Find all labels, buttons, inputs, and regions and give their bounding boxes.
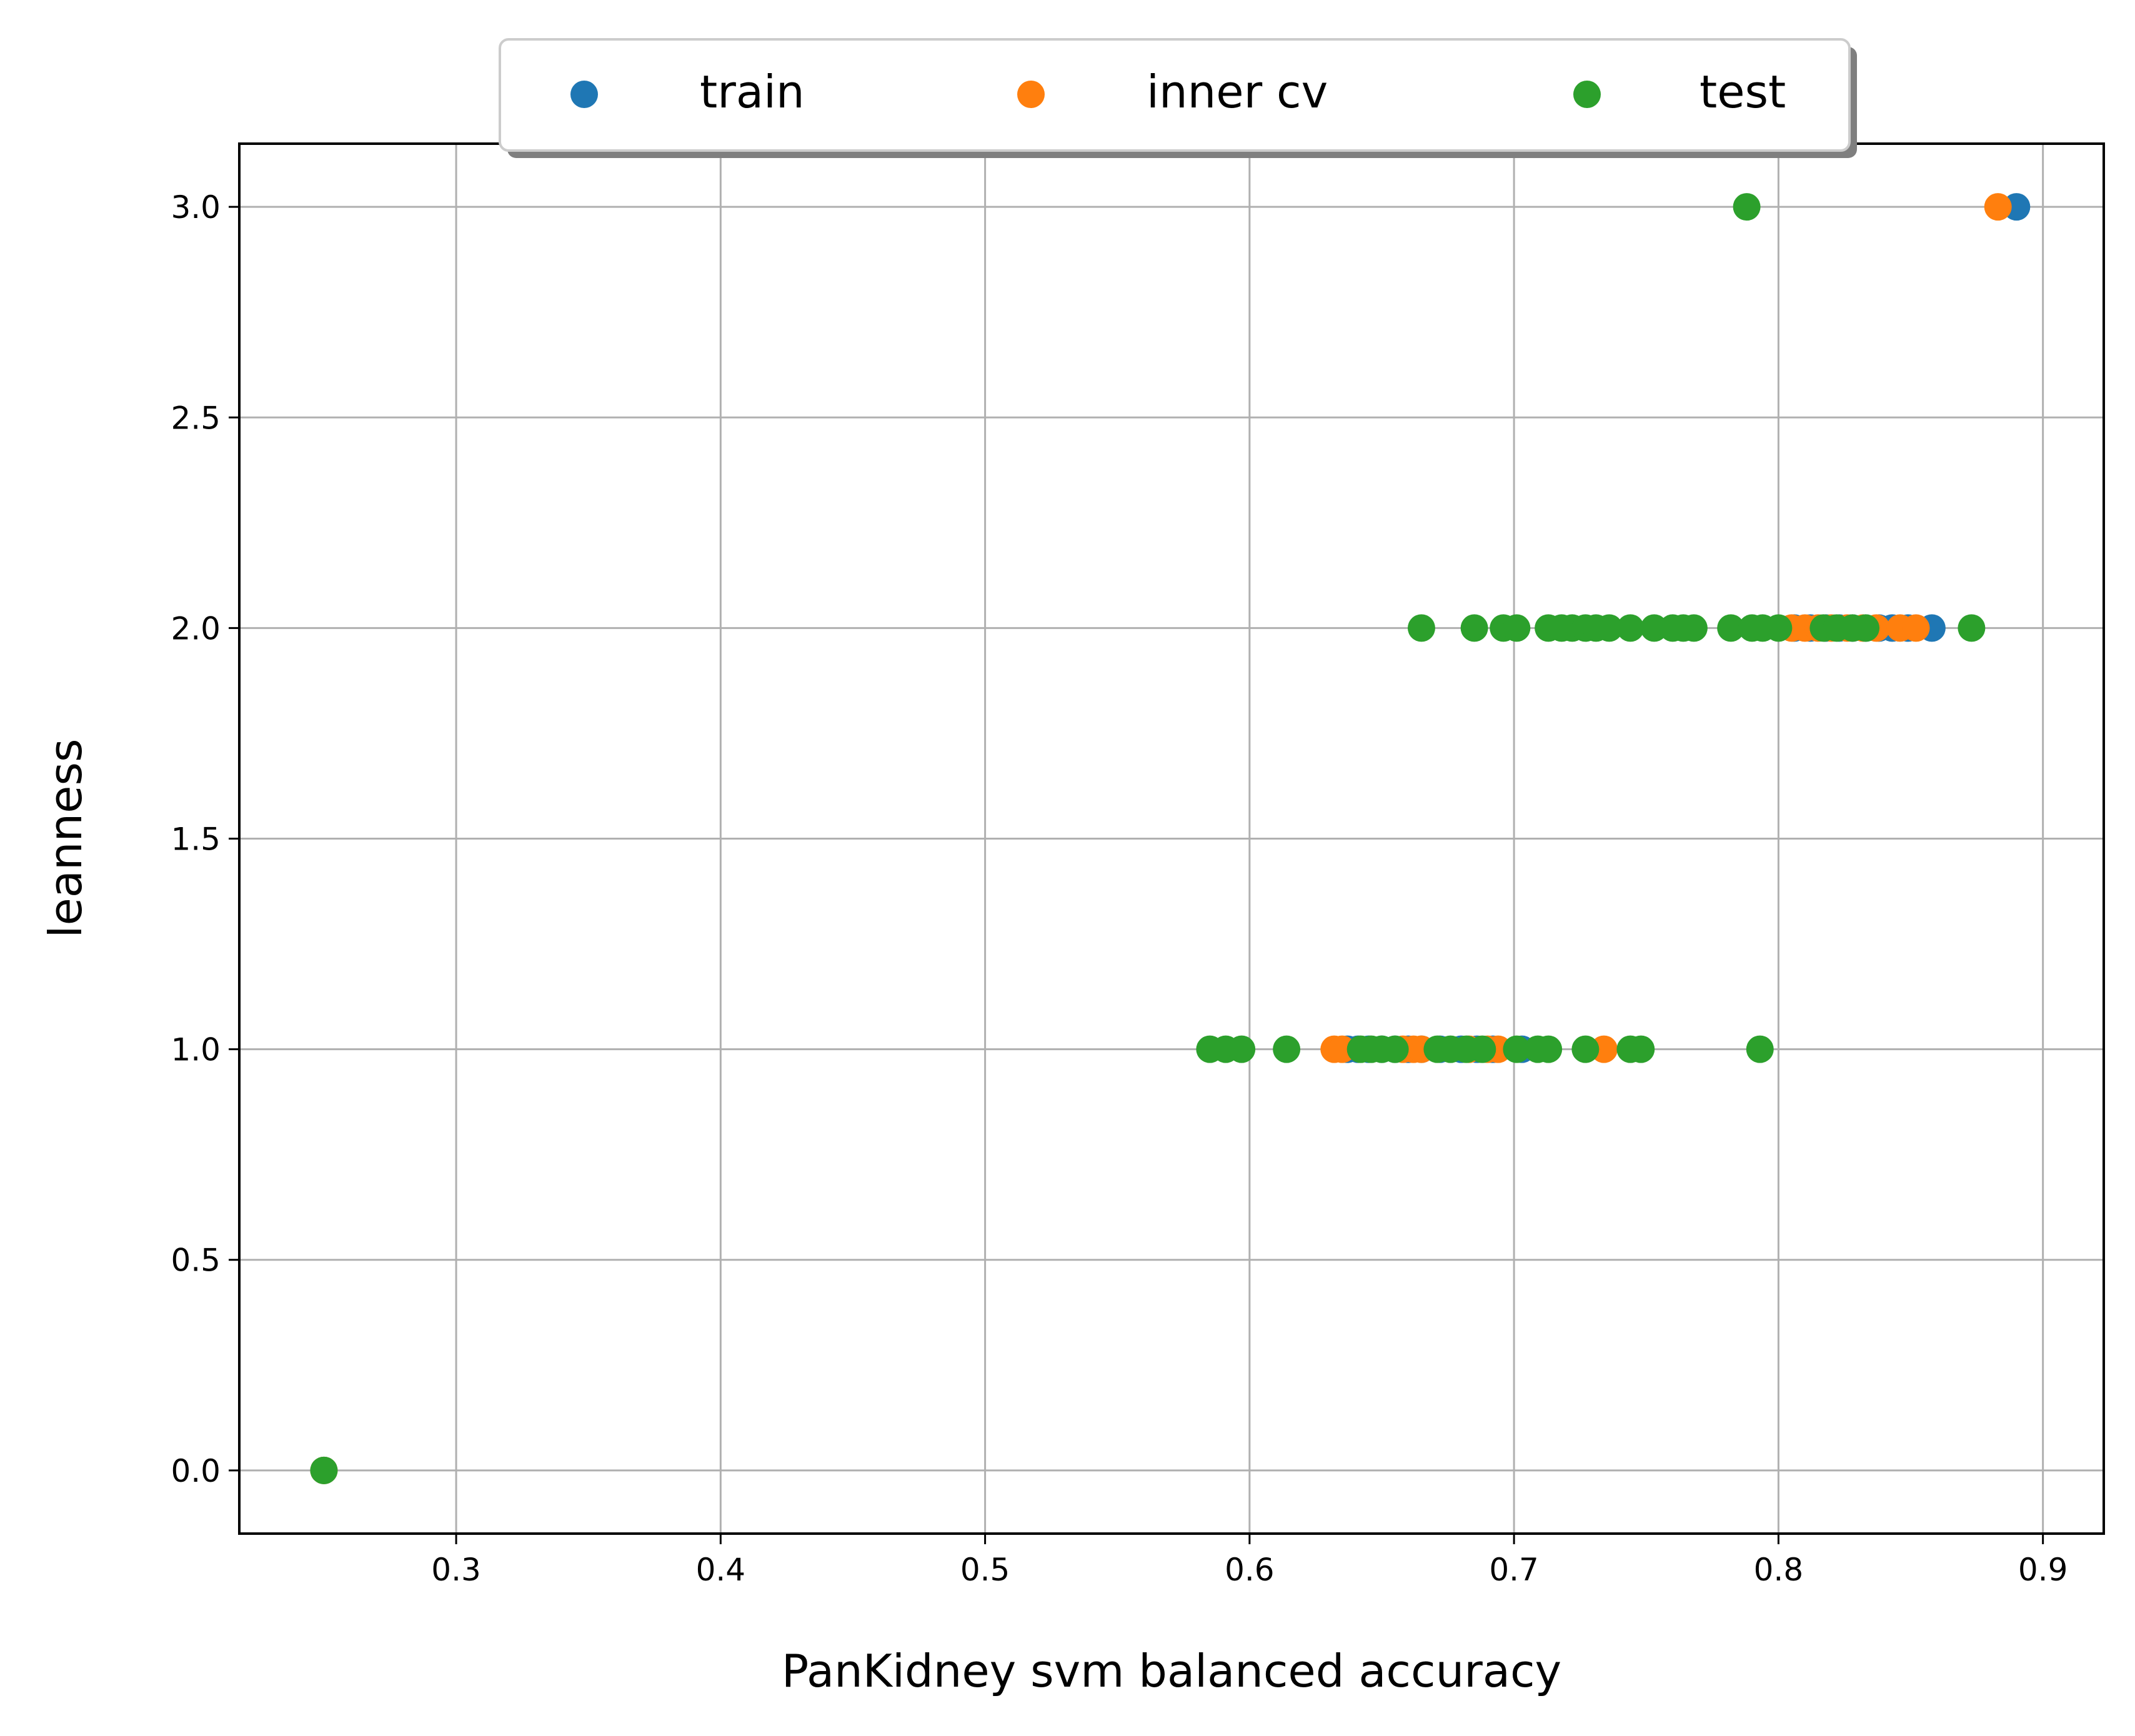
legend: train inner cv test	[499, 38, 1857, 158]
x-axis-label: PanKidney svm balanced accuracy	[782, 1645, 1561, 1697]
y-tick-label: 1.0	[171, 1032, 221, 1068]
data-point	[1595, 614, 1623, 642]
x-axis-ticks: 0.3 0.4 0.5 0.6 0.7 0.8 0.9	[431, 1534, 2068, 1588]
data-point	[1273, 1035, 1301, 1063]
data-point	[1460, 614, 1488, 642]
data-point	[1381, 1035, 1409, 1063]
legend-label: train	[700, 66, 805, 118]
data-point	[1627, 1035, 1655, 1063]
y-axis-label: leanness	[39, 738, 92, 938]
x-tick-label: 0.6	[1225, 1552, 1275, 1588]
y-tick-label: 2.0	[171, 610, 221, 647]
x-tick-label: 0.9	[2018, 1552, 2068, 1588]
data-point	[1571, 1035, 1600, 1063]
data-point	[1407, 614, 1435, 642]
x-tick-label: 0.3	[431, 1552, 481, 1588]
legend-box	[499, 38, 1851, 152]
data-point	[1902, 614, 1930, 642]
data-point	[1717, 614, 1745, 642]
legend-marker	[1573, 81, 1601, 108]
legend-label: test	[1700, 66, 1786, 118]
data-point	[1616, 614, 1645, 642]
data-point	[310, 1456, 338, 1484]
data-point	[1733, 193, 1761, 221]
y-tick-label: 1.5	[171, 821, 221, 858]
data-point	[1503, 1035, 1531, 1063]
legend-marker	[570, 81, 598, 108]
data-point	[1468, 1035, 1496, 1063]
data-point	[1503, 614, 1531, 642]
data-point	[1746, 1035, 1774, 1063]
y-tick-label: 3.0	[171, 189, 221, 226]
series-test	[310, 193, 1986, 1484]
x-tick-label: 0.8	[1754, 1552, 1804, 1588]
data-points	[310, 193, 2031, 1484]
y-tick-label: 2.5	[171, 400, 221, 436]
data-point	[1680, 614, 1708, 642]
gridlines	[239, 144, 2104, 1534]
data-point	[1535, 1035, 1563, 1063]
data-point	[1228, 1035, 1256, 1063]
data-point	[1984, 193, 2012, 221]
data-point	[1852, 614, 1880, 642]
data-point	[1958, 614, 1986, 642]
x-tick-label: 0.4	[696, 1552, 746, 1588]
y-tick-label: 0.0	[171, 1453, 221, 1489]
legend-marker	[1017, 81, 1045, 108]
x-tick-label: 0.5	[960, 1552, 1010, 1588]
y-axis-ticks: 0.0 0.5 1.0 1.5 2.0 2.5 3.0	[171, 189, 239, 1489]
legend-label: inner cv	[1147, 66, 1328, 118]
x-tick-label: 0.7	[1489, 1552, 1539, 1588]
y-tick-label: 0.5	[171, 1242, 221, 1279]
data-point	[1764, 614, 1793, 642]
